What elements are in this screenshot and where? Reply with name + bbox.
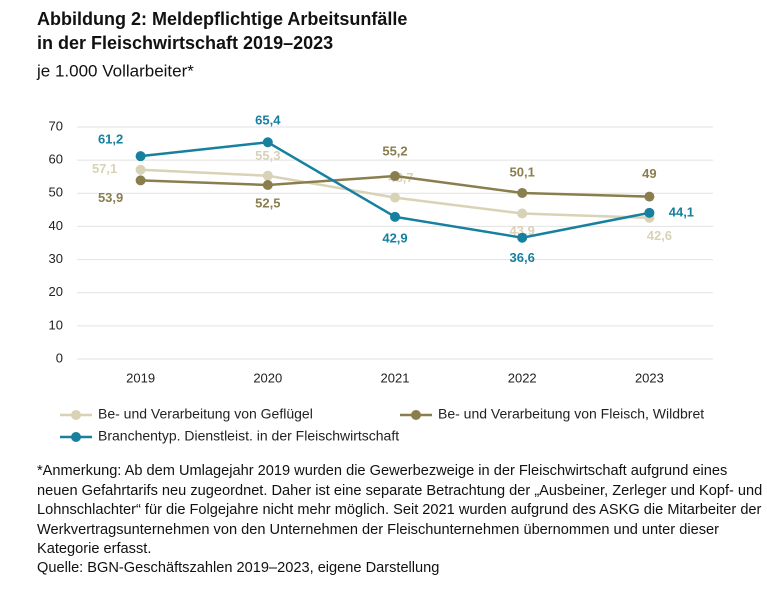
data-point (390, 192, 400, 203)
data-point (644, 207, 655, 218)
chart-title: in der Fleischwirtschaft 2019–2023 (37, 33, 333, 53)
y-tick-label: 0 (56, 350, 63, 365)
chart: Abbildung 2: Meldepflichtige Arbeitsunfä… (36, 9, 713, 444)
data-label: 55,3 (255, 148, 280, 163)
x-tick-label: 2023 (635, 370, 664, 385)
legend-label: Be- und Verarbeitung von Fleisch, Wildbr… (438, 406, 704, 422)
data-point (644, 191, 655, 202)
data-point (390, 211, 400, 222)
x-tick-label: 2019 (126, 370, 155, 385)
legend-label: Branchentyp. Dienstleist. in der Fleisch… (98, 428, 399, 444)
data-label: 57,1 (92, 161, 117, 176)
x-tick-label: 2021 (381, 370, 410, 385)
data-point (262, 180, 273, 190)
legend-label: Be- und Verarbeitung von Geflügel (98, 406, 313, 422)
x-tick-label: 2022 (508, 370, 537, 385)
data-point (135, 175, 146, 186)
data-point (517, 187, 528, 198)
data-point (517, 232, 528, 243)
data-point (517, 208, 528, 219)
y-tick-label: 70 (49, 118, 63, 133)
data-label: 42,6 (647, 228, 672, 243)
y-tick-label: 50 (49, 185, 63, 200)
data-label: 49 (642, 166, 656, 181)
data-point (390, 171, 400, 182)
legend-marker (71, 410, 81, 420)
data-point (135, 164, 146, 175)
data-label: 50,1 (510, 164, 535, 179)
y-tick-label: 10 (49, 317, 63, 332)
legend-marker (71, 432, 81, 442)
data-label: 36,6 (510, 250, 535, 265)
data-point (262, 170, 273, 181)
y-tick-label: 30 (49, 251, 63, 266)
data-label: 52,5 (255, 195, 280, 210)
data-label: 42,9 (382, 230, 407, 245)
data-label: 44,1 (669, 204, 694, 219)
y-tick-label: 20 (49, 284, 63, 299)
data-point (135, 151, 146, 162)
data-label: 53,9 (98, 190, 123, 205)
legend-marker (411, 410, 421, 420)
data-label: 43,9 (510, 223, 535, 238)
data-label: 61,2 (98, 132, 123, 147)
source: Quelle: BGN-Geschäftszahlen 2019–2023, e… (37, 560, 440, 576)
chart-subtitle: je 1.000 Vollarbeiter* (36, 61, 194, 80)
data-label: 65,4 (255, 113, 281, 128)
chart-title: Abbildung 2: Meldepflichtige Arbeitsunfä… (37, 9, 407, 29)
data-label: 55,2 (382, 143, 407, 158)
y-tick-label: 40 (49, 218, 63, 233)
x-tick-label: 2020 (253, 370, 282, 385)
data-point (262, 137, 273, 148)
y-tick-label: 60 (49, 152, 63, 167)
footnote: *Anmerkung: Ab dem Umlagejahr 2019 wurde… (37, 463, 763, 557)
